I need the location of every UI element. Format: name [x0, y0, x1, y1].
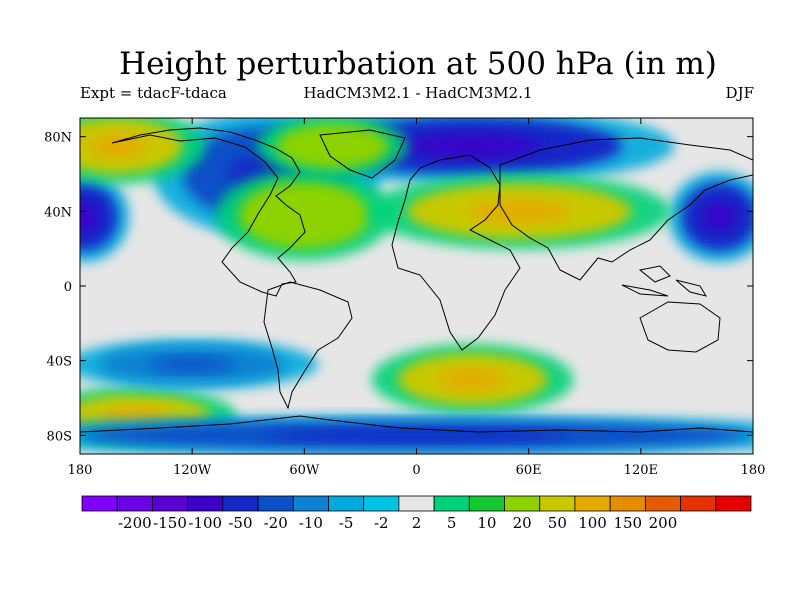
- anomaly-core: [307, 135, 358, 157]
- colorbar-label: -100: [188, 514, 222, 532]
- colorbar-box: [644, 495, 681, 512]
- greenland-coast: [319, 129, 406, 179]
- colorbar-box: [222, 495, 259, 512]
- colorbar-box: [715, 495, 752, 512]
- south-america-coast: [263, 281, 353, 410]
- colorbar-label: 150: [613, 514, 642, 532]
- y-tick-label: 40N: [44, 205, 72, 220]
- colorbar-label: -5: [339, 514, 354, 532]
- anomaly-field: [80, 118, 753, 454]
- colorbar-box: [292, 495, 329, 512]
- colorbar-label: 100: [578, 514, 607, 532]
- colorbar-label: 2: [412, 514, 422, 532]
- colorbar-box: [363, 495, 400, 512]
- season-label: DJF: [725, 84, 754, 102]
- colorbar: -200 -150 -100 -50 -20 -10 -5 -2 2 5 10 20 50 100 150 2…: [81, 495, 752, 532]
- colorbar-label: 5: [447, 514, 457, 532]
- colorbar-label: 10: [477, 514, 496, 532]
- colorbar-box: [187, 495, 224, 512]
- colorbar-label: 50: [548, 514, 567, 532]
- model-label: HadCM3M2.1 - HadCM3M2.1: [303, 84, 533, 102]
- colorbar-box: [609, 495, 646, 512]
- anomaly-core: [468, 198, 570, 224]
- colorbar-label: -10: [299, 514, 323, 532]
- plot-title: Height perturbation at 500 hPa (in m): [119, 46, 717, 82]
- colorbar-label: -50: [228, 514, 252, 532]
- colorbar-box: [433, 495, 470, 512]
- anomaly-core: [87, 133, 147, 159]
- x-tick-label: 180: [68, 463, 93, 478]
- x-tick-label: 120W: [173, 463, 212, 478]
- anomaly-core: [438, 367, 507, 392]
- map-axes: 180 120W 60W 0 60E 120E 180 80N 40N 0 40S 80S: [44, 118, 765, 478]
- colorbar-box: [328, 495, 365, 512]
- x-tick-label: 120E: [624, 463, 658, 478]
- colorbar-label: -200: [118, 514, 152, 532]
- australia-coast: [639, 301, 721, 353]
- anomaly-core: [80, 201, 99, 233]
- anomaly-core: [150, 356, 235, 373]
- y-tick-label: 80S: [47, 429, 72, 444]
- colorbar-label: -150: [153, 514, 187, 532]
- north-america-coast: [111, 127, 306, 297]
- x-tick-label: 60E: [516, 463, 542, 478]
- colorbar-box: [539, 495, 576, 512]
- y-tick-label: 40S: [47, 355, 72, 370]
- y-tick-label: 0: [64, 280, 72, 295]
- colorbar-label: -20: [264, 514, 288, 532]
- colorbar-box: [504, 495, 541, 512]
- anomaly-core: [405, 133, 540, 159]
- colorbar-box: [680, 495, 717, 512]
- anomaly-core: [702, 201, 737, 233]
- coastlines: [80, 127, 753, 433]
- colorbar-box: [116, 495, 153, 512]
- colorbar-box: [398, 495, 435, 512]
- y-tick-label: 80N: [44, 131, 72, 146]
- colorbar-label: 20: [513, 514, 532, 532]
- experiment-label: Expt = tdacF-tdaca: [80, 84, 227, 102]
- x-tick-label: 180: [741, 463, 766, 478]
- x-tick-label: 60W: [289, 463, 320, 478]
- colorbar-box: [468, 495, 505, 512]
- asia-coast: [499, 137, 753, 281]
- colorbar-box: [574, 495, 611, 512]
- colorbar-label: -2: [374, 514, 389, 532]
- colorbar-box: [81, 495, 118, 512]
- x-tick-label: 0: [412, 463, 420, 478]
- colorbar-label: 200: [649, 514, 678, 532]
- europe-africa-coast: [391, 154, 521, 351]
- anomaly-core: [274, 199, 334, 231]
- colorbar-box: [257, 495, 294, 512]
- colorbar-box: [152, 495, 189, 512]
- maritime-continent-coast: [621, 265, 708, 297]
- antarctica-coast: [80, 415, 753, 433]
